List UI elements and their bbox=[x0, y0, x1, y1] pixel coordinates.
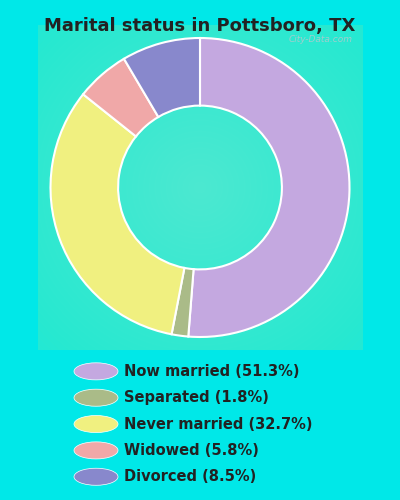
Circle shape bbox=[74, 468, 118, 485]
Text: Separated (1.8%): Separated (1.8%) bbox=[124, 390, 269, 405]
Text: City-Data.com: City-Data.com bbox=[289, 35, 353, 44]
Circle shape bbox=[74, 416, 118, 432]
Wedge shape bbox=[188, 38, 350, 337]
Wedge shape bbox=[172, 268, 194, 336]
Text: Never married (32.7%): Never married (32.7%) bbox=[124, 416, 312, 432]
Text: Marital status in Pottsboro, TX: Marital status in Pottsboro, TX bbox=[44, 16, 356, 34]
Circle shape bbox=[74, 363, 118, 380]
Wedge shape bbox=[124, 38, 200, 117]
Circle shape bbox=[74, 442, 118, 459]
Text: Divorced (8.5%): Divorced (8.5%) bbox=[124, 469, 256, 484]
Wedge shape bbox=[83, 59, 158, 136]
Text: Widowed (5.8%): Widowed (5.8%) bbox=[124, 443, 259, 458]
Wedge shape bbox=[50, 94, 184, 334]
Circle shape bbox=[74, 389, 118, 406]
Text: Now married (51.3%): Now married (51.3%) bbox=[124, 364, 300, 379]
